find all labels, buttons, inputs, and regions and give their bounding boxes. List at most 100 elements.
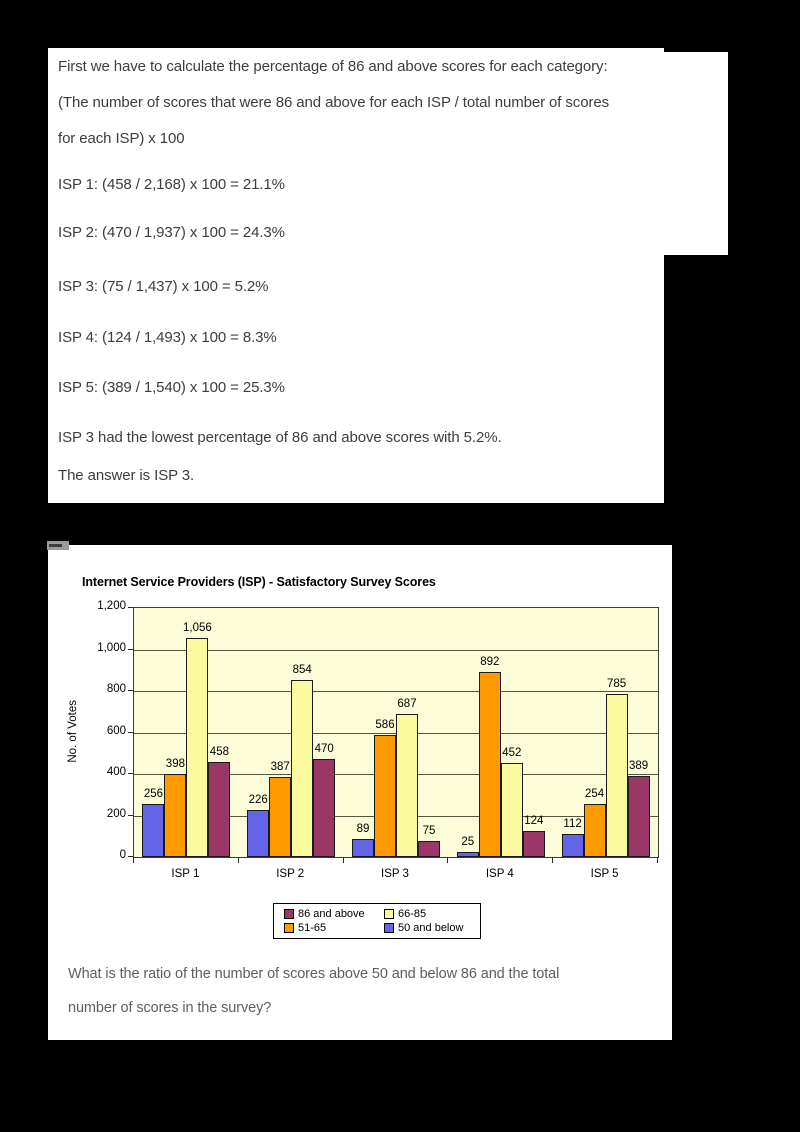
bar-value-label: 226 (248, 794, 268, 807)
answer-line: ISP 5: (389 / 1,540) x 100 = 25.3% (58, 379, 285, 396)
bar-value-label: 112 (563, 817, 582, 830)
answer-line: ISP 3 had the lowest percentage of 86 an… (58, 429, 502, 446)
legend-label: 51-65 (298, 922, 327, 934)
bar-50-and-below-isp-4 (456, 851, 479, 857)
x-axis-category-label: ISP 3 (381, 868, 409, 880)
y-axis-tick (128, 732, 133, 733)
bar-51-65-isp-1 (164, 774, 187, 857)
y-axis-tick (128, 690, 133, 691)
bar-51-65-isp-5 (583, 804, 606, 857)
y-axis-tick-label: 200 (106, 807, 126, 820)
legend-swatch-icon (384, 909, 394, 919)
bar-value-label: 254 (585, 788, 605, 801)
bar-66-85-isp-5 (605, 694, 628, 857)
bar-value-label: 89 (356, 822, 370, 835)
legend-item-86-and-above: 86 and above (284, 908, 384, 920)
bar-value-label: 470 (314, 743, 334, 756)
answer-line: for each ISP) x 100 (58, 130, 185, 147)
y-axis-tick (128, 649, 133, 650)
answer-line: ISP 3: (75 / 1,437) x 100 = 5.2% (58, 278, 269, 295)
chart-plot-area: 256 226 89 25 112 398 387 586 892 254 1,056 854 687 4… (133, 607, 659, 858)
x-axis-category-label: ISP 2 (276, 868, 305, 880)
bar-value-label: 785 (607, 678, 627, 691)
answer-line: (The number of scores that were 86 and a… (58, 94, 609, 111)
x-axis-tick (133, 857, 134, 863)
bar-value-label: 124 (524, 815, 544, 828)
bar-51-65-isp-2 (269, 776, 292, 857)
x-axis-category-label: ISP 1 (171, 868, 200, 880)
bar-86-and-above-isp-5 (627, 776, 650, 857)
legend-label: 66-85 (398, 908, 427, 920)
bar-50-and-below-isp-2 (247, 810, 270, 857)
question-line: What is the ratio of the number of score… (68, 966, 560, 982)
bar-value-label: 452 (502, 747, 522, 760)
bar-86-and-above-isp-2 (313, 759, 336, 857)
y-axis-tick (128, 607, 133, 608)
bar-value-label: 387 (270, 760, 290, 773)
x-axis-tick (552, 857, 554, 863)
legend-label: 86 and above (298, 908, 365, 920)
chart-panel: Internet Service Providers (ISP) - Satis… (47, 541, 672, 1040)
answer-line: ISP 4: (124 / 1,493) x 100 = 8.3% (58, 329, 277, 346)
x-axis-tick (657, 857, 658, 863)
bar-66-85-isp-3 (396, 714, 418, 857)
legend-label: 50 and below (398, 922, 464, 934)
bar-50-and-below-isp-5 (561, 833, 584, 857)
bar-86-and-above-isp-1 (208, 761, 231, 857)
x-axis-tick (342, 857, 344, 863)
bar-value-label: 586 (375, 719, 395, 732)
bar-value-label: 1,056 (183, 621, 212, 634)
bar-value-label: 854 (292, 663, 312, 676)
bar-value-label: 389 (629, 760, 649, 773)
y-axis-tick (128, 773, 133, 774)
bar-value-label: 398 (165, 758, 185, 771)
gridline (134, 649, 658, 651)
question-line: number of scores in the survey? (68, 1000, 272, 1016)
x-axis-tick (237, 857, 239, 863)
answer-panel-extension (664, 52, 728, 255)
chart-title: Internet Service Providers (ISP) - Satis… (82, 575, 436, 589)
bar-50-and-below-isp-3 (352, 838, 374, 857)
bar-value-label: 75 (422, 825, 436, 838)
bar-66-85-isp-1 (186, 637, 209, 857)
legend-item-66-85: 66-85 (384, 908, 476, 920)
bar-value-label: 256 (143, 787, 163, 800)
x-axis-category-label: ISP 5 (590, 868, 619, 880)
legend-swatch-icon (284, 923, 294, 933)
legend-item-51-65: 51-65 (284, 922, 384, 934)
y-axis-tick-label: 800 (106, 683, 126, 695)
artifact-smudge (47, 541, 69, 550)
bar-51-65-isp-3 (374, 735, 396, 857)
answer-line: ISP 1: (458 / 2,168) x 100 = 21.1% (58, 176, 285, 193)
bar-51-65-isp-4 (478, 671, 501, 857)
bar-66-85-isp-2 (291, 679, 314, 857)
bar-value-label: 892 (480, 655, 500, 668)
x-axis-category-label: ISP 4 (485, 868, 514, 880)
artifact-smudge-mark (49, 544, 62, 547)
legend-swatch-icon (384, 923, 394, 933)
y-axis-tick-label: 600 (106, 724, 126, 737)
bar-value-label: 25 (461, 835, 475, 848)
bar-86-and-above-isp-3 (418, 841, 440, 857)
gridline (134, 691, 658, 692)
bar-86-and-above-isp-4 (522, 831, 545, 857)
y-axis-tick-label: 0 (119, 849, 126, 861)
bar-value-label: 687 (397, 698, 417, 711)
y-axis-tick (128, 815, 133, 816)
answer-panel: First we have to calculate the percentag… (48, 48, 664, 503)
y-axis-tick-label: 1,200 (97, 600, 126, 612)
y-axis-tick-label: 400 (106, 766, 126, 778)
answer-line: The answer is ISP 3. (58, 467, 195, 484)
y-axis-tick (128, 856, 133, 857)
chart-legend: 86 and above 66-85 51-65 50 and below (273, 903, 481, 939)
bar-66-85-isp-4 (500, 763, 523, 857)
bar-value-label: 458 (209, 745, 229, 758)
x-axis-tick (447, 857, 449, 863)
answer-line: ISP 2: (470 / 1,937) x 100 = 24.3% (58, 224, 285, 241)
answer-line: First we have to calculate the percentag… (58, 58, 608, 75)
legend-swatch-icon (284, 909, 294, 919)
y-axis-tick-label: 1,000 (97, 641, 126, 654)
legend-item-50-and-below: 50 and below (384, 922, 476, 934)
bar-50-and-below-isp-1 (142, 803, 165, 857)
